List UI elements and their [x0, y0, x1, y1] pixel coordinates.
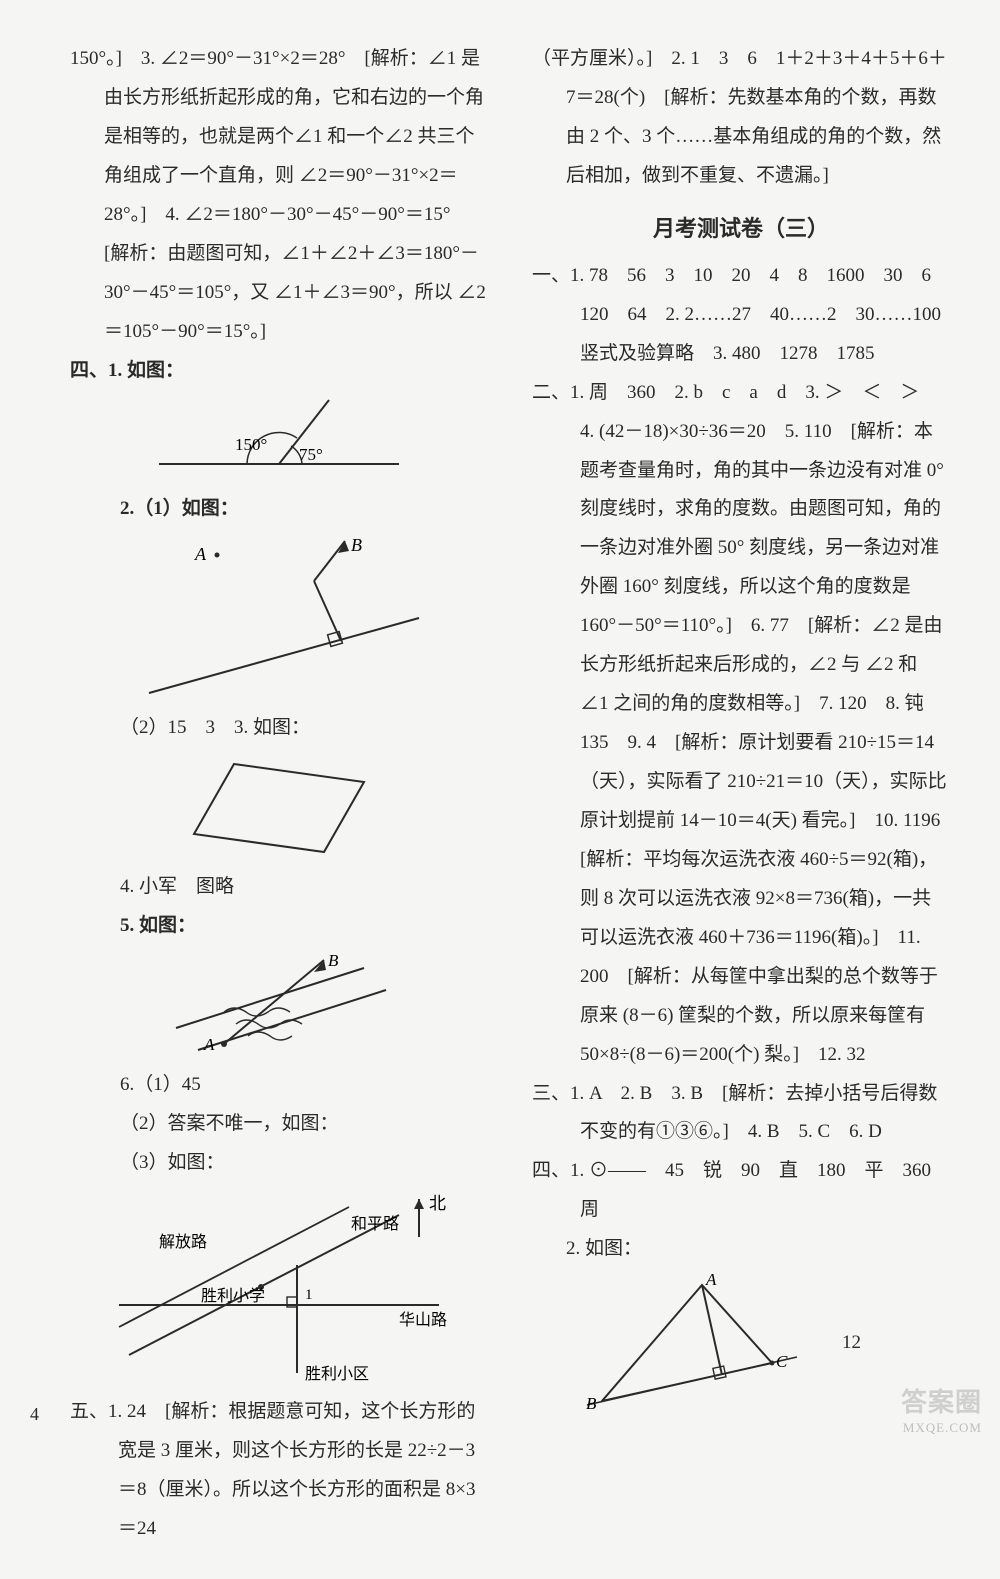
left-four-label: 四、1. 如图：	[70, 352, 488, 391]
fig5-label-B: B	[328, 951, 339, 970]
section-title: 月考测试卷（三）	[532, 206, 950, 251]
left-l8: （3）如图：	[70, 1144, 488, 1183]
left-p1: 150°。] 3. ∠2＝90°－31°×2＝28° [解析：∠1 是由长方形纸…	[70, 40, 488, 352]
right-sec1: 一、1. 78 56 3 10 20 4 8 1600 30 6 120 64 …	[532, 257, 950, 374]
right-sec4b-num: 12	[842, 1324, 861, 1363]
fig6-community: 胜利小区	[305, 1365, 369, 1383]
right-sec2: 二、1. 周 360 2. b c a d 3. ＞ ＜ ＞ 4. (42－18…	[532, 374, 950, 1075]
right-column: （平方厘米）。] 2. 1 3 6 1＋2＋3＋4＋5＋6＋7＝28(个) [解…	[532, 40, 950, 1549]
figR-C: C	[776, 1352, 788, 1371]
fig1-deg-75: 75°	[299, 445, 323, 464]
right-sec4b: 2. 如图：	[566, 1230, 642, 1269]
fig-angle-150-75: 150° 75°	[149, 394, 409, 484]
right-r1: （平方厘米）。] 2. 1 3 6 1＋2＋3＋4＋5＋6＋7＝28(个) [解…	[532, 40, 950, 196]
fig-roads-map: 北 华山路 解放路 和平路 胜利小学 1 胜利小区	[99, 1187, 459, 1387]
fig1-deg-150: 150°	[235, 435, 267, 454]
left-five: 五、1. 24 [解析：根据题意可知，这个长方形的宽是 3 厘米，则这个长方形的…	[70, 1393, 488, 1549]
left-column: 150°。] 3. ∠2＝90°－31°×2＝28° [解析：∠1 是由长方形纸…	[70, 40, 488, 1549]
svg-text:1: 1	[305, 1287, 313, 1303]
watermark-line1: 答案圈	[901, 1386, 982, 1420]
left-l3: （2）15 3 3. 如图：	[70, 709, 488, 748]
fig-river: A B	[164, 950, 394, 1060]
fig6-road1: 解放路	[159, 1233, 207, 1251]
fig5-label-A: A	[203, 1035, 215, 1054]
figR-B: B	[586, 1394, 597, 1413]
fig6-road3: 华山路	[399, 1311, 447, 1329]
fig2-label-B: B	[351, 535, 362, 555]
right-sec4a: 四、1. ⊙—— 45 锐 90 直 180 平 360 周	[532, 1152, 950, 1230]
fig-point-and-perp: A B	[129, 533, 429, 703]
fig2-label-A: A	[194, 544, 207, 564]
fig6-school: 胜利小学	[201, 1287, 265, 1305]
fig-parallelogram	[184, 752, 374, 862]
page-number: 4	[30, 1396, 39, 1433]
left-l6: 6.（1）45	[70, 1066, 488, 1105]
fig6-road2: 和平路	[351, 1215, 399, 1233]
figR-A: A	[705, 1273, 717, 1289]
watermark: 答案圈 MXQE.COM	[901, 1386, 982, 1437]
watermark-line2: MXQE.COM	[901, 1420, 982, 1437]
fig-triangle-abc: A B C	[572, 1273, 822, 1413]
right-sec3: 三、1. A 2. B 3. B [解析：去掉小括号后得数不变的有①③⑥。] 4…	[532, 1075, 950, 1153]
page: 150°。] 3. ∠2＝90°－31°×2＝28° [解析：∠1 是由长方形纸…	[0, 0, 1000, 1579]
left-l4: 4. 小军 图略	[70, 868, 488, 907]
left-l2: 2.（1）如图：	[70, 490, 488, 529]
fig6-north: 北	[429, 1194, 446, 1213]
left-l7: （2）答案不唯一，如图：	[70, 1105, 488, 1144]
left-l5: 5. 如图：	[70, 907, 488, 946]
